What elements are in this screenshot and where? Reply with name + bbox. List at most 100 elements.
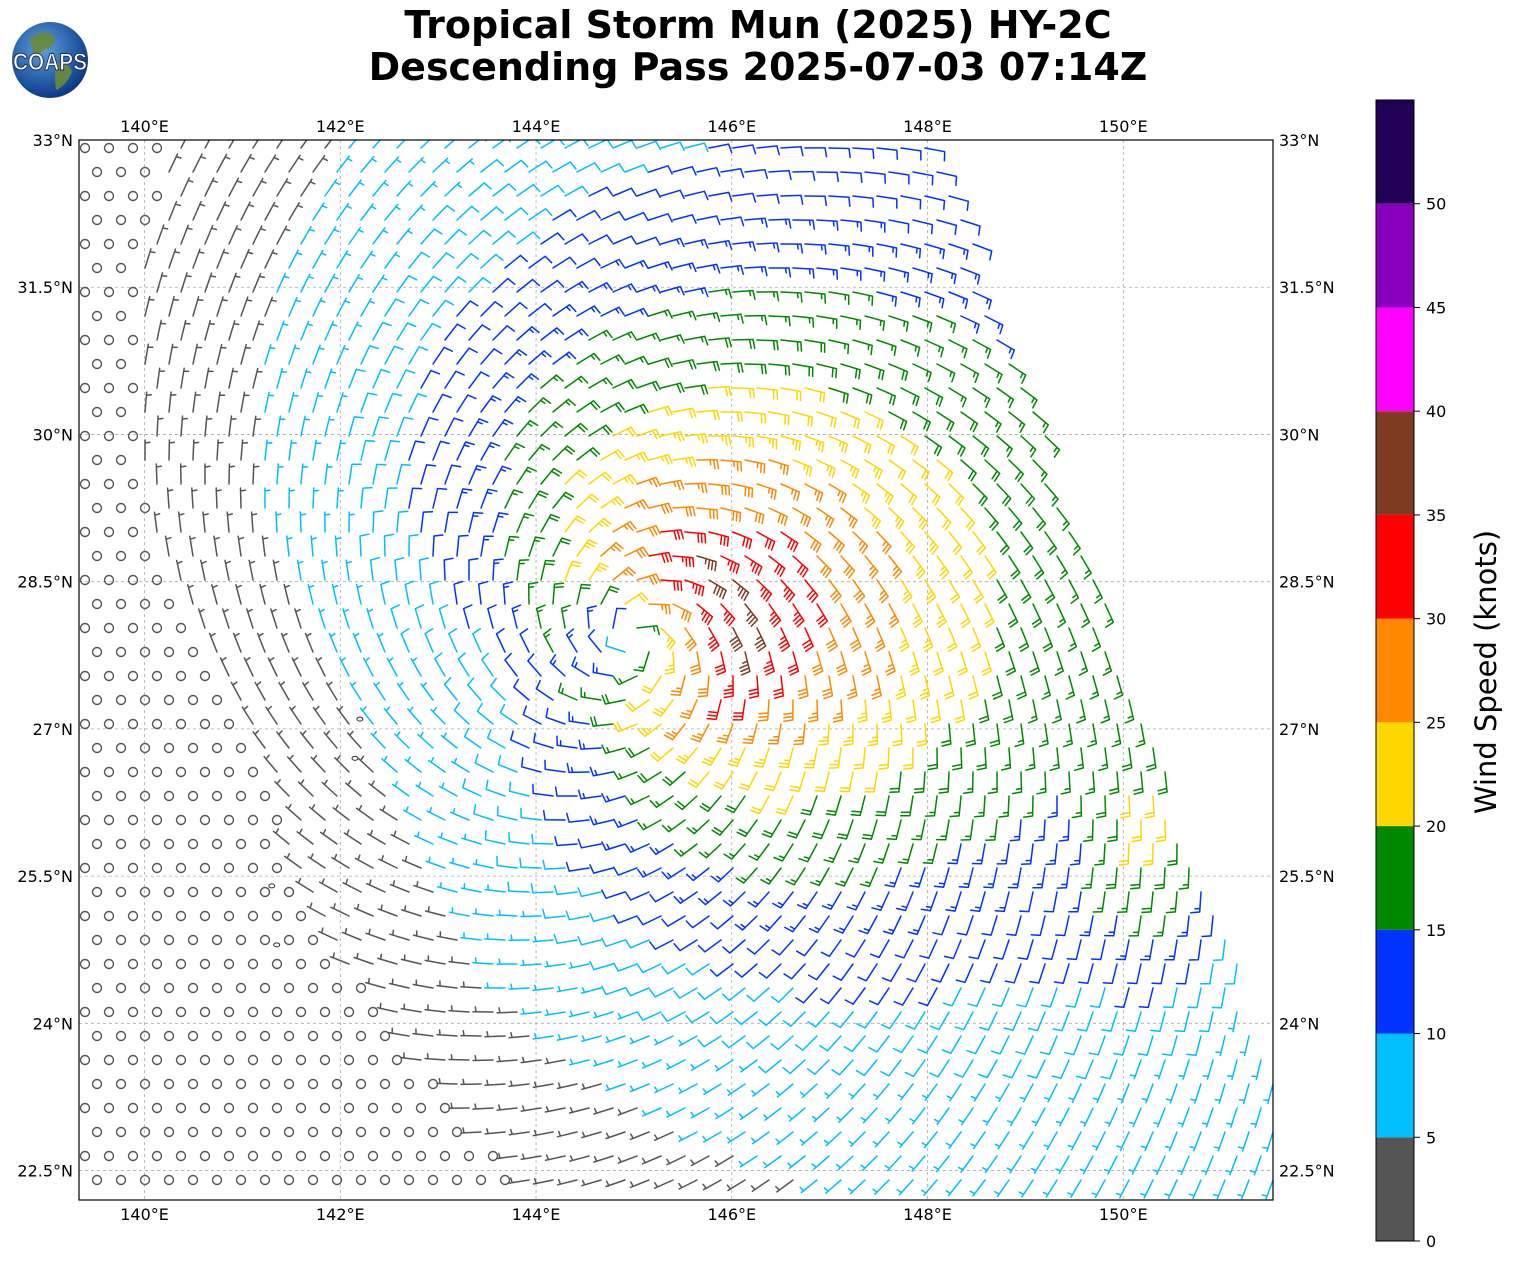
wind-barb: [922, 843, 938, 865]
wind-barb: [732, 338, 756, 350]
wind-barb: [348, 511, 355, 533]
wind-barb: [662, 771, 686, 786]
wind-barb: [888, 603, 900, 628]
wind-barb: [772, 891, 794, 909]
wind-barb: [1153, 1107, 1166, 1128]
wind-barb: [544, 1057, 566, 1065]
wind-barb-calm: [151, 670, 163, 682]
wind-barb: [1042, 1179, 1058, 1198]
wind-barb: [816, 507, 835, 529]
wind-barb: [376, 1002, 398, 1013]
wind-barb-calm: [103, 574, 115, 586]
wind-barb: [228, 225, 242, 245]
wind-barb: [660, 627, 676, 651]
wind-barb-calm: [223, 1054, 235, 1066]
wind-barb: [864, 459, 883, 480]
wind-barb: [894, 939, 914, 959]
wind-barb-calm: [223, 1102, 235, 1114]
wind-barb: [792, 507, 812, 528]
wind-barb-calm: [139, 838, 151, 850]
wind-barb-calm: [199, 1150, 211, 1162]
wind-barb: [897, 1131, 914, 1148]
wind-barb: [312, 249, 327, 269]
wind-barb: [310, 754, 326, 773]
wind-barb: [823, 1179, 842, 1194]
wind-barb: [605, 1131, 626, 1140]
wind-barb: [270, 608, 278, 629]
wind-barb: [456, 252, 480, 269]
wind-barb: [189, 535, 196, 557]
wind-barb: [1078, 651, 1089, 676]
wind-barb: [908, 1155, 926, 1172]
wind-barb: [970, 1083, 986, 1102]
wind-barb: [1031, 1107, 1046, 1127]
wind-barb: [764, 771, 782, 792]
wind-barb: [840, 315, 862, 331]
wind-barb: [1056, 507, 1070, 532]
wind-barb: [843, 1035, 866, 1053]
wind-barb: [312, 297, 326, 317]
wind-barb: [613, 818, 638, 828]
wind-barb: [278, 681, 290, 701]
wind-barb: [384, 156, 402, 173]
wind-barb: [540, 421, 564, 437]
wind-barb-calm: [247, 766, 259, 778]
wind-barb: [1095, 795, 1107, 819]
wind-barb: [758, 1011, 782, 1027]
wind-barb: [240, 439, 249, 461]
wind-barb: [202, 511, 209, 533]
wind-barb: [652, 699, 674, 717]
wind-barb: [1080, 555, 1092, 580]
wind-barb: [318, 927, 338, 941]
wind-barb-calm: [259, 838, 271, 850]
wind-barb: [379, 805, 398, 821]
wind-barb: [444, 464, 462, 485]
wind-barb: [457, 652, 470, 677]
wind-barb: [880, 1059, 902, 1077]
wind-barb: [426, 806, 446, 821]
wind-barb: [252, 320, 264, 341]
wind-barb: [684, 579, 705, 597]
wind-barb: [996, 531, 1010, 556]
wind-barb-calm: [91, 406, 103, 418]
wind-barb: [468, 464, 487, 485]
wind-barb: [624, 259, 649, 270]
wind-barb: [1115, 939, 1130, 961]
wind-barb-calm: [235, 790, 247, 802]
wind-barb: [1053, 963, 1070, 984]
wind-barb: [972, 579, 984, 604]
wind-barb: [970, 627, 982, 652]
wind-barb: [943, 675, 955, 700]
wind-barb: [684, 238, 709, 249]
wind-barb: [960, 363, 980, 384]
wind-barb: [1111, 723, 1122, 748]
wind-barb: [648, 357, 673, 369]
wind-barb: [672, 555, 695, 568]
wind-barb: [857, 963, 878, 982]
wind-barb: [756, 193, 780, 204]
wind-barb-calm: [319, 1054, 331, 1066]
wind-barb: [948, 483, 965, 506]
wind-barb: [504, 254, 528, 269]
wind-barb: [726, 1179, 746, 1192]
wind-barb: [846, 891, 866, 911]
lat-tick-label-right: 27°N: [1279, 720, 1319, 739]
wind-barb: [840, 507, 858, 529]
wind-barb-calm: [115, 598, 127, 610]
wind-barb: [456, 534, 469, 557]
wind-barb: [804, 483, 824, 503]
lon-tick-label-top: 140°E: [120, 117, 169, 136]
island-outline: [356, 716, 364, 722]
wind-barb: [762, 1155, 782, 1169]
wind-barb: [1016, 675, 1027, 700]
wind-barb: [732, 192, 757, 203]
wind-barb: [192, 153, 207, 173]
wind-barb: [684, 531, 707, 544]
wind-barb: [721, 1035, 746, 1049]
wind-barb-calm: [163, 1126, 175, 1138]
wind-barb: [413, 880, 434, 893]
wind-barb: [1052, 1011, 1070, 1032]
wind-barb: [689, 651, 702, 676]
wind-barb: [888, 315, 909, 332]
wind-barb: [580, 1035, 602, 1043]
